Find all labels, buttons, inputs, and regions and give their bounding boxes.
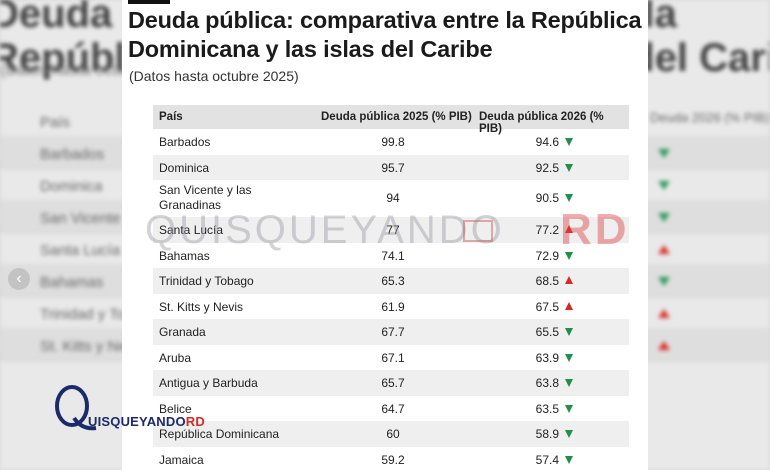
logo-text: UISQUEYANDORD: [88, 414, 205, 429]
page-title: Deuda pública: comparativa entre la Repú…: [128, 7, 642, 62]
cell-debt-2025: 95.7: [381, 160, 405, 175]
table-row: Granada 67.7 65.5: [153, 319, 629, 345]
watermark-accent: RD: [560, 205, 630, 254]
table-body: Barbados 99.8 94.6 Dominica 95.7 92.5 San Vice…: [153, 129, 629, 470]
cell-debt-2026: 90.5: [535, 191, 559, 205]
trend-up-icon: [658, 309, 670, 318]
trend-down-icon: [658, 277, 670, 286]
trend-down-icon: [565, 455, 573, 464]
table-row: Belice 64.7 63.5: [153, 396, 629, 422]
cell-debt-2025: 61.9: [381, 299, 405, 314]
trend-down-icon: [658, 149, 670, 158]
cell-debt-2026: 63.8: [535, 376, 559, 390]
table-row: Trinidad y Tobago 65.3 68.5: [153, 268, 629, 294]
cell-country: Aruba: [159, 350, 192, 365]
cell-country: St. Kitts y Nevis: [159, 299, 244, 314]
cell-country: Granada: [159, 325, 206, 339]
header-debt-2025: Deuda pública 2025 (% PIB): [321, 111, 472, 123]
trend-up-icon: [565, 301, 573, 310]
table-row: Bahamas 74.1 72.9: [153, 243, 629, 269]
carousel-prev-arrow-icon[interactable]: ‹: [8, 268, 30, 290]
cell-debt-2025: 74.1: [381, 248, 405, 263]
cell-debt-2026: 94.6: [535, 135, 559, 149]
quisqueyando-logo[interactable]: UISQUEYANDORD: [52, 384, 222, 434]
cell-debt-2025: 65.3: [381, 274, 405, 288]
table-row: San Vicente y las Granadinas 94 90.5: [153, 180, 629, 217]
cell-country: Antigua y Barbuda: [159, 376, 258, 390]
trend-up-icon: [658, 341, 670, 350]
cell-country: República Dominicana: [159, 427, 280, 441]
table-row: Santa Lucía 77 77.2: [153, 217, 629, 243]
table-row: Barbados 99.8 94.6: [153, 129, 629, 155]
trend-down-icon: [658, 181, 670, 190]
cell-debt-2026: 68.5: [535, 274, 559, 288]
trend-down-icon: [565, 194, 573, 202]
header-country: País: [159, 111, 183, 123]
trend-down-icon: [565, 404, 573, 413]
trend-up-icon: [565, 276, 573, 284]
trend-down-icon: [658, 213, 670, 222]
cell-country: Dominica: [159, 160, 210, 175]
background-country: Dominica: [40, 178, 103, 195]
cell-debt-2025: 94: [386, 191, 400, 205]
cell-debt-2026: 63.5: [535, 401, 559, 416]
cell-country: Barbados: [159, 135, 211, 149]
cell-debt-2026: 63.9: [535, 350, 559, 365]
cell-debt-2026: 57.4: [535, 452, 559, 467]
cell-country: Santa Lucía: [159, 223, 224, 237]
cell-debt-2026: 67.5: [535, 299, 559, 314]
table-header: País Deuda pública 2025 (% PIB) Deuda pú…: [153, 105, 629, 135]
cell-country: San Vicente y las Granadinas: [159, 183, 252, 212]
trend-down-icon: [565, 379, 573, 387]
table-row: Aruba 67.1 63.9: [153, 345, 629, 371]
cell-debt-2026: 92.5: [535, 160, 559, 175]
cell-debt-2025: 77: [386, 223, 400, 237]
watermark-flag-icon: [463, 220, 493, 242]
cell-debt-2025: 59.2: [381, 452, 405, 467]
cell-debt-2025: 67.1: [381, 350, 405, 365]
trend-down-icon: [565, 328, 573, 336]
trend-down-icon: [565, 163, 573, 172]
background-column-header: Deuda 2026 (% PIB): [650, 110, 770, 125]
logo-text-main: UISQUEYANDO: [88, 414, 186, 429]
logo-q-icon: [55, 385, 97, 431]
background-country: País: [40, 114, 71, 131]
trend-down-icon: [565, 430, 573, 438]
background-country: Barbados: [40, 146, 105, 163]
cell-country: Jamaica: [159, 452, 204, 467]
trend-up-icon: [658, 245, 670, 254]
background-country: Santa Lucía: [40, 242, 121, 259]
trend-down-icon: [565, 353, 573, 362]
trend-down-icon: [565, 251, 573, 260]
subtitle: (Datos hasta octubre 2025): [129, 68, 299, 84]
table-row: Dominica 95.7 92.5: [153, 154, 629, 180]
trend-down-icon: [565, 138, 573, 146]
background-country: St. Kitts y Nevis: [40, 338, 146, 355]
cell-debt-2025: 67.7: [381, 325, 405, 339]
cell-debt-2025: 65.7: [381, 376, 405, 390]
header-debt-2026: Deuda pública 2026 (% PIB): [479, 111, 604, 135]
table-row: St. Kitts y Nevis 61.9 67.5: [153, 294, 629, 320]
cell-debt-2026: 58.9: [535, 427, 559, 441]
cell-debt-2026: 65.5: [535, 325, 559, 339]
header-tab-bar: [128, 0, 170, 4]
cell-debt-2025: 64.7: [381, 401, 405, 416]
background-country: Bahamas: [40, 274, 104, 291]
trend-up-icon: [565, 225, 573, 233]
cell-debt-2025: 99.8: [381, 135, 405, 149]
infographic-card: Deuda pública: comparativa entre la Repú…: [122, 0, 648, 470]
cell-debt-2026: 77.2: [535, 223, 559, 237]
table-row: Antigua y Barbuda 65.7 63.8: [153, 370, 629, 396]
cell-country: Trinidad y Tobago: [159, 274, 254, 288]
table-row: Jamaica 59.2 57.4: [153, 447, 629, 470]
logo-text-accent: RD: [185, 414, 205, 429]
cell-country: Bahamas: [159, 248, 210, 263]
cell-country: Belice: [159, 401, 192, 416]
watermark: QUISQUEYANDO RD: [145, 205, 645, 258]
cell-debt-2026: 72.9: [535, 248, 559, 263]
debt-table: País Deuda pública 2025 (% PIB) Deuda pú…: [153, 105, 629, 470]
table-row: República Dominicana 60 58.9: [153, 421, 629, 447]
watermark-text: QUISQUEYANDO: [145, 208, 505, 252]
cell-debt-2025: 60: [386, 427, 400, 441]
